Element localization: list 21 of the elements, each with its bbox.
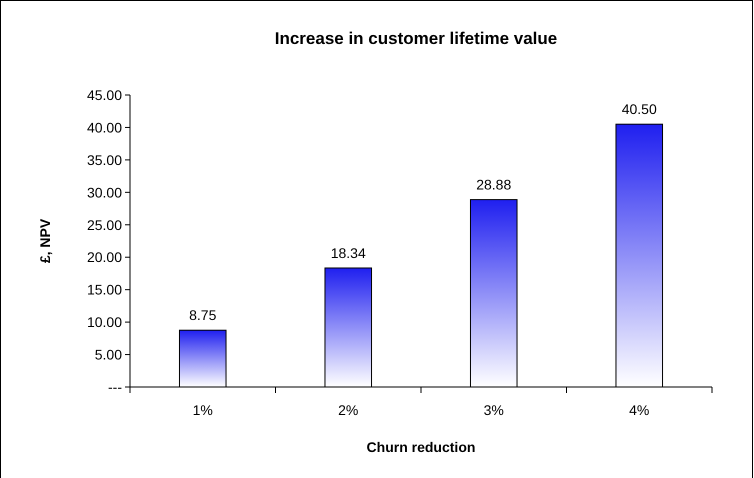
x-axis-title: Churn reduction — [366, 439, 476, 455]
x-tick-label: 2% — [338, 402, 358, 418]
y-tick-label: --- — [108, 379, 122, 395]
y-tick-label: 20.00 — [86, 249, 122, 266]
x-tick-label: 3% — [484, 402, 504, 418]
y-tick-label: 5.00 — [94, 346, 122, 363]
data-label: 40.50 — [622, 101, 657, 118]
data-label: 28.88 — [476, 176, 512, 193]
x-tick-label: 4% — [629, 402, 650, 418]
y-tick-label: 25.00 — [86, 216, 122, 233]
y-tick-label: 30.00 — [86, 184, 122, 200]
y-tick-label: 15.00 — [86, 282, 122, 298]
y-tick-label: 40.00 — [86, 119, 122, 136]
chart-title: Increase in customer lifetime value — [274, 29, 558, 48]
x-tick-label: 1% — [192, 402, 213, 418]
y-tick-label: 10.00 — [86, 314, 122, 330]
data-label: 8.75 — [189, 307, 217, 324]
y-tick-label: 35.00 — [86, 152, 122, 168]
y-axis-title: £, NPV — [37, 218, 53, 264]
data-label: 18.34 — [330, 244, 366, 261]
y-tick-label: 45.00 — [86, 87, 122, 103]
